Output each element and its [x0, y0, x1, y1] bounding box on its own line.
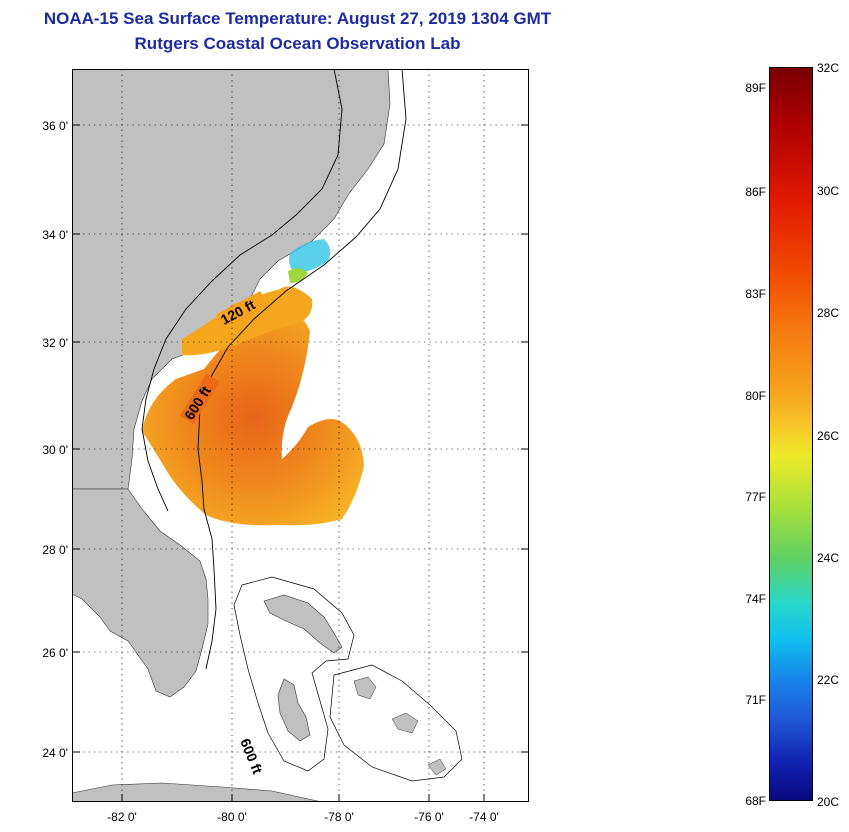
lon-label-78: -78 0' [324, 810, 354, 824]
great-bahama-bank-outline [329, 664, 463, 782]
bahamas-andros [277, 678, 311, 742]
map-title: NOAA-15 Sea Surface Temperature: August … [43, 9, 552, 28]
colorbar-label-20c: 20C [817, 795, 840, 809]
colorbar-label-30c: 30C [817, 184, 840, 198]
colorbar-label-89f: 89F [745, 81, 766, 95]
sst-patch-cool [289, 239, 331, 273]
colorbar-label-83f: 83F [745, 287, 766, 301]
colorbar-label-77f: 77F [745, 490, 766, 504]
sst-map: 120 ft 600 ft 600 ft [72, 69, 529, 802]
map-frame [72, 69, 529, 802]
bahamas-abaco [263, 594, 343, 654]
temperature-colorbar [769, 67, 813, 801]
colorbar-label-24c: 24C [817, 551, 840, 565]
colorbar-label-22c: 22C [817, 673, 840, 687]
contour-120ft [141, 69, 343, 512]
colorbar-label-32c: 32C [817, 61, 840, 75]
colorbar-label-71f: 71F [745, 693, 766, 707]
lon-label-80: -80 0' [217, 810, 247, 824]
lat-label-24: 24 0' [42, 746, 68, 760]
colorbar-label-68f: 68F [745, 794, 766, 808]
grid-lines [72, 69, 529, 802]
bahamas-bank-outline [233, 576, 355, 772]
lon-label-76: -76 0' [414, 810, 444, 824]
colorbar-label-74f: 74F [745, 592, 766, 606]
colorbar-label-26c: 26C [817, 429, 840, 443]
lat-label-30: 30 0' [42, 443, 68, 457]
lat-label-26: 26 0' [42, 646, 68, 660]
lat-label-34: 34 0' [42, 228, 68, 242]
sst-patch-green [288, 268, 308, 283]
colorbar-label-86f: 86F [745, 185, 766, 199]
lat-label-28: 28 0' [42, 543, 68, 557]
lon-label-74: -74 0' [469, 810, 499, 824]
map-subtitle: Rutgers Coastal Ocean Observation Lab [134, 34, 461, 53]
colorbar-label-80f: 80F [745, 389, 766, 403]
lat-label-32: 32 0' [42, 336, 68, 350]
cuba [72, 782, 323, 802]
florida-peninsula [72, 488, 209, 698]
lat-label-36: 36 0' [42, 119, 68, 133]
axis-ticks [72, 124, 529, 802]
contour-600ft [197, 69, 407, 670]
colorbar-label-28c: 28C [817, 306, 840, 320]
sst-swath-north [182, 286, 313, 356]
bahamas-islands [353, 676, 447, 776]
sst-swath-main [142, 309, 364, 526]
lon-label-82: -82 0' [107, 810, 137, 824]
